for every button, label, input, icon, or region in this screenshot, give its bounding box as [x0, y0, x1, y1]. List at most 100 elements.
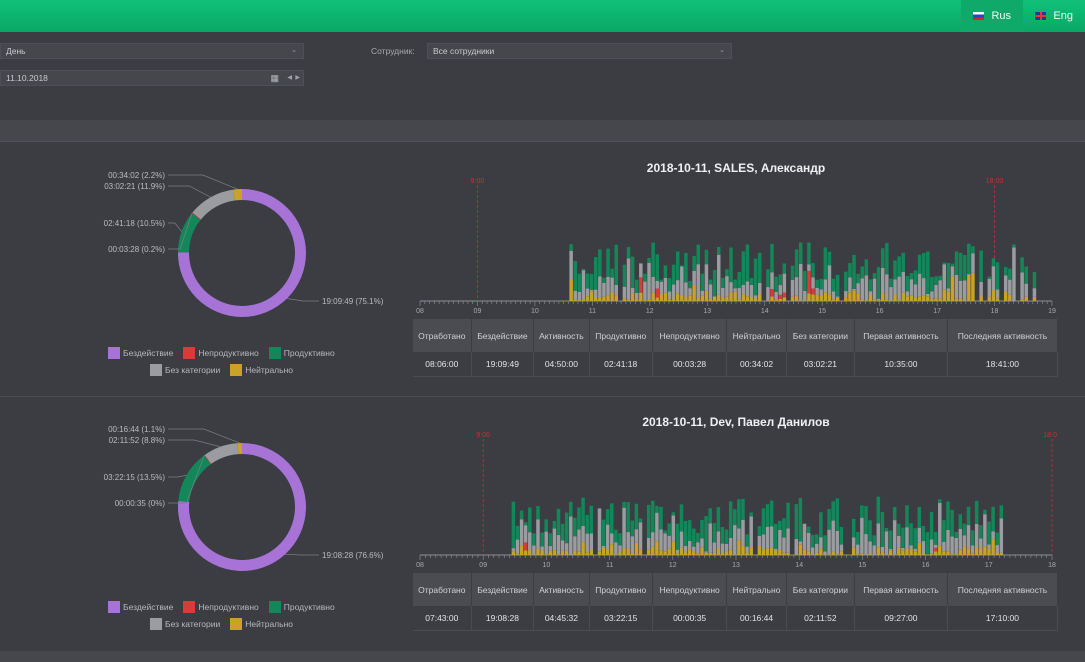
legend-label: Продуктивно: [283, 348, 335, 358]
activity-bar-neutral: [926, 296, 930, 301]
activity-bar-productive: [848, 263, 852, 278]
activity-bar-productive: [712, 270, 717, 297]
activity-bar-uncategorized: [749, 284, 754, 298]
timeline-hour-label: 08: [416, 562, 424, 569]
activity-bar-neutral: [577, 551, 581, 555]
activity-bar-productive: [720, 527, 725, 544]
timeline-hour-label: 15: [818, 308, 826, 315]
activity-bar-unproductive: [655, 288, 659, 298]
activity-bar-neutral: [646, 549, 651, 555]
activity-bar-uncategorized: [622, 286, 627, 299]
legend-swatch: [183, 601, 196, 613]
activity-bar-uncategorized: [872, 545, 876, 555]
activity-bar-neutral: [897, 300, 901, 301]
legend-item-neutral: Нейтрально: [230, 364, 293, 376]
activity-bar-uncategorized: [880, 268, 885, 294]
activity-bar-neutral: [651, 546, 655, 555]
activity-bar-neutral: [905, 548, 909, 555]
activity-bar-neutral: [692, 552, 696, 555]
activity-bar-productive: [716, 246, 721, 255]
activity-bar-productive: [671, 512, 676, 516]
activity-bar-uncategorized: [831, 520, 835, 552]
legend-item-neutral: Нейтрально: [230, 618, 293, 630]
activity-bar-productive: [888, 530, 893, 550]
calendar-icon[interactable]: ▦: [270, 73, 279, 83]
legend-label: Непродуктивно: [198, 348, 259, 358]
stats-header: Продуктивно: [589, 319, 653, 352]
activity-bar-productive: [974, 500, 979, 524]
activity-bar-uncategorized: [950, 266, 955, 277]
legend-swatch: [108, 347, 120, 359]
activity-bar-neutral: [942, 289, 946, 301]
activity-bar-neutral: [987, 548, 991, 555]
timeline-hour-label: 11: [589, 308, 596, 315]
activity-bar-productive: [938, 275, 942, 281]
activity-bar-productive: [909, 523, 913, 546]
activity-bar-neutral: [647, 299, 651, 301]
employee-select[interactable]: Все сотрудники ⌄: [427, 43, 732, 59]
activity-bar-neutral: [683, 552, 688, 555]
timeline-hour-label: 16: [876, 308, 884, 315]
activity-bar-uncategorized: [589, 533, 594, 550]
activity-bar-uncategorized: [708, 284, 713, 299]
activity-bar-uncategorized: [823, 551, 827, 555]
next-date-icon[interactable]: ▶: [295, 75, 300, 81]
activity-bar-productive: [667, 523, 671, 536]
legend-item-idle: Бездействие: [108, 347, 173, 359]
activity-bar-uncategorized: [528, 532, 532, 551]
activity-bar-productive: [811, 263, 815, 278]
stats-cell: 07:43:00: [413, 606, 472, 631]
activity-bar-neutral: [892, 554, 897, 555]
activity-bar-uncategorized: [614, 542, 618, 555]
activity-bar-neutral: [704, 552, 708, 555]
activity-bar-uncategorized: [794, 277, 799, 296]
lang-eng-label: Eng: [1053, 10, 1073, 22]
activity-bar-uncategorized: [733, 288, 737, 292]
activity-bar-uncategorized: [888, 549, 893, 551]
activity-bar-neutral: [905, 296, 910, 301]
activity-bar-uncategorized: [606, 276, 610, 296]
date-input[interactable]: 11.10.2018 ▦ ◀ ▶: [0, 70, 304, 86]
activity-bar-neutral: [725, 296, 729, 301]
legend-item-productive: Продуктивно: [268, 601, 335, 613]
activity-bar-productive: [593, 257, 598, 290]
activity-bar-uncategorized: [807, 264, 811, 271]
stats-cell: 03:02:21: [786, 352, 856, 377]
activity-bar-neutral: [934, 298, 938, 301]
activity-bar-neutral: [573, 551, 577, 555]
activity-bar-uncategorized: [983, 514, 987, 547]
lang-rus-label: Rus: [991, 10, 1011, 22]
activity-bar-productive: [909, 273, 914, 280]
legend-item-idle: Бездействие: [108, 601, 173, 613]
activity-bar-uncategorized: [835, 296, 840, 298]
work-hours-marker-label: 9:00: [471, 178, 485, 185]
lang-eng-button[interactable]: Eng: [1023, 0, 1085, 32]
activity-bar-neutral: [589, 549, 594, 555]
activity-bar-uncategorized: [778, 529, 782, 550]
activity-bar-productive: [958, 252, 963, 281]
activity-bar-productive: [683, 520, 688, 546]
activity-bar-neutral: [774, 299, 778, 301]
activity-bar-uncategorized: [630, 536, 635, 553]
stats-header: Отработано: [413, 573, 472, 606]
prev-date-icon[interactable]: ◀: [287, 75, 292, 81]
activity-bar-unproductive: [782, 292, 787, 298]
activity-bar-uncategorized: [741, 284, 746, 295]
activity-bar-neutral: [626, 548, 630, 555]
donut-chart: 19:08:28 (76.6%) 03:22:15 (13.5%) 00:00:35…: [104, 425, 384, 571]
activity-bar-neutral: [929, 553, 934, 555]
stats-cell: 18:41:00: [947, 352, 1059, 377]
activity-bar-neutral: [1003, 291, 1008, 301]
stats-cell: 19:08:28: [471, 606, 535, 631]
activity-bar-uncategorized: [987, 278, 992, 297]
activity-bar-neutral: [581, 299, 586, 301]
activity-bar-neutral: [601, 547, 606, 555]
lang-rus-button[interactable]: Rus: [961, 0, 1023, 32]
activity-bar-uncategorized: [511, 548, 516, 552]
period-select[interactable]: День ⌄: [0, 43, 304, 59]
activity-bar-neutral: [724, 551, 729, 555]
activity-bar-uncategorized: [757, 282, 762, 294]
activity-bar-neutral: [803, 300, 807, 301]
activity-bar-productive: [778, 274, 782, 286]
activity-bar-neutral: [979, 548, 983, 555]
